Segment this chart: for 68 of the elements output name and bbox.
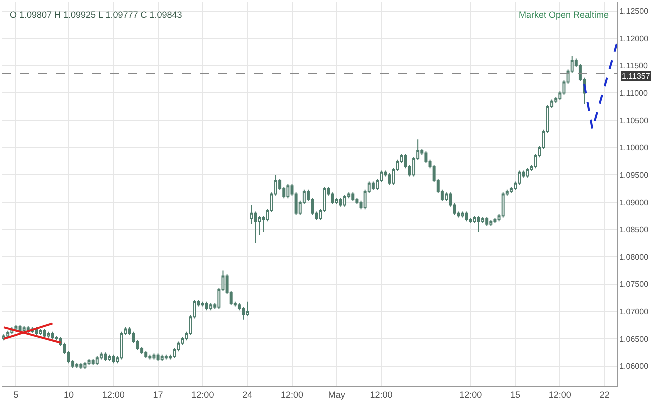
y-tick-label: 1.09500	[620, 170, 650, 180]
x-tick-label: May	[328, 390, 346, 400]
candlestick	[88, 358, 91, 366]
candlestick	[43, 328, 46, 338]
candlestick	[96, 356, 99, 366]
x-tick-label: 15	[510, 390, 521, 400]
candlestick	[477, 216, 480, 234]
candlestick	[144, 350, 148, 359]
candlestick	[201, 301, 204, 308]
candlestick	[152, 353, 156, 360]
x-tick-label: 24	[242, 390, 253, 400]
candlestick	[502, 192, 505, 218]
y-tick-label: 1.06500	[620, 334, 650, 344]
candlestick	[22, 326, 26, 333]
candlestick	[494, 218, 497, 224]
x-tick-label: 10	[64, 390, 74, 400]
annotation: O 1.09807 H 1.09925 L 1.09777 C 1.09843	[10, 10, 182, 20]
annotation: Market Open Realtime	[519, 10, 610, 20]
y-tick-label: 1.08000	[620, 252, 650, 262]
candlestick	[39, 328, 42, 336]
candlestick	[352, 192, 355, 202]
candlestick	[486, 216, 489, 226]
x-tick-label: 12:00	[192, 390, 214, 400]
candlestick	[76, 362, 79, 368]
x-tick-label: 5	[14, 390, 19, 400]
candlestick	[14, 324, 18, 332]
ref-line-label: 1.11357	[622, 72, 651, 81]
candlestick	[104, 352, 108, 362]
candlestick	[465, 211, 468, 222]
candlestick	[286, 184, 290, 200]
candlestick	[80, 362, 83, 370]
candlestick	[92, 358, 95, 366]
y-tick-label: 1.07000	[620, 308, 650, 317]
candlestick	[84, 361, 87, 370]
x-tick-label: 22	[600, 390, 610, 400]
candlestick	[344, 194, 347, 208]
x-tick-label: 12:00	[102, 390, 125, 400]
candlestick	[372, 181, 375, 191]
candlestick	[164, 354, 168, 360]
y-tick-label: 1.07500	[620, 280, 650, 290]
x-tick-label: 12:00	[460, 390, 482, 400]
x-tick-label: 12:00	[280, 390, 304, 400]
candlestick	[112, 354, 116, 364]
candlestick	[160, 354, 164, 362]
candlestick	[206, 301, 208, 312]
candlestick	[490, 219, 493, 226]
x-tick-label: 17	[153, 390, 164, 400]
y-tick-label: 1.09000	[620, 198, 650, 208]
candlestick	[339, 198, 342, 208]
candlestick	[148, 354, 152, 360]
candlestick	[526, 168, 530, 178]
candlestick	[47, 331, 50, 338]
y-tick-label: 1.12500	[620, 7, 650, 16]
x-tick-label: 12:00	[370, 390, 393, 400]
candlestick	[156, 353, 160, 362]
candlestick	[246, 301, 250, 317]
y-tick-label: 1.08500	[620, 226, 650, 235]
y-tick-label: 1.06000	[620, 362, 650, 372]
y-tick-label: 1.12000	[620, 34, 650, 44]
y-tick-label: 1.11500	[620, 62, 648, 71]
candlestick	[108, 354, 112, 362]
x-tick-label: 12:00	[548, 390, 572, 400]
candlestick	[210, 303, 213, 312]
candlestick	[120, 331, 124, 360]
y-tick-label: 1.11000	[620, 89, 648, 98]
candlestick	[6, 330, 10, 338]
y-tick-label: 1.10000	[620, 144, 650, 153]
y-tick-label: 1.10500	[620, 116, 650, 126]
